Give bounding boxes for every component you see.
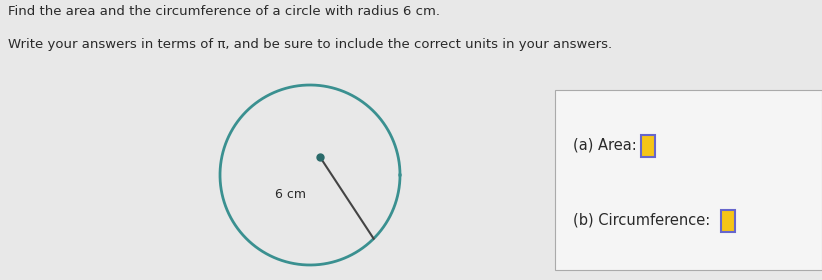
Text: Find the area and the circumference of a circle with radius 6 cm.: Find the area and the circumference of a… bbox=[8, 5, 440, 18]
Text: (a) Area:: (a) Area: bbox=[573, 137, 641, 153]
Text: Write your answers in terms of π, and be sure to include the correct units in yo: Write your answers in terms of π, and be… bbox=[8, 38, 612, 51]
Text: (b) Circumference:: (b) Circumference: bbox=[573, 213, 715, 227]
Bar bbox=[721, 210, 735, 232]
Bar bbox=[555, 90, 822, 270]
Bar bbox=[641, 135, 655, 157]
Text: 6 cm: 6 cm bbox=[275, 188, 306, 202]
